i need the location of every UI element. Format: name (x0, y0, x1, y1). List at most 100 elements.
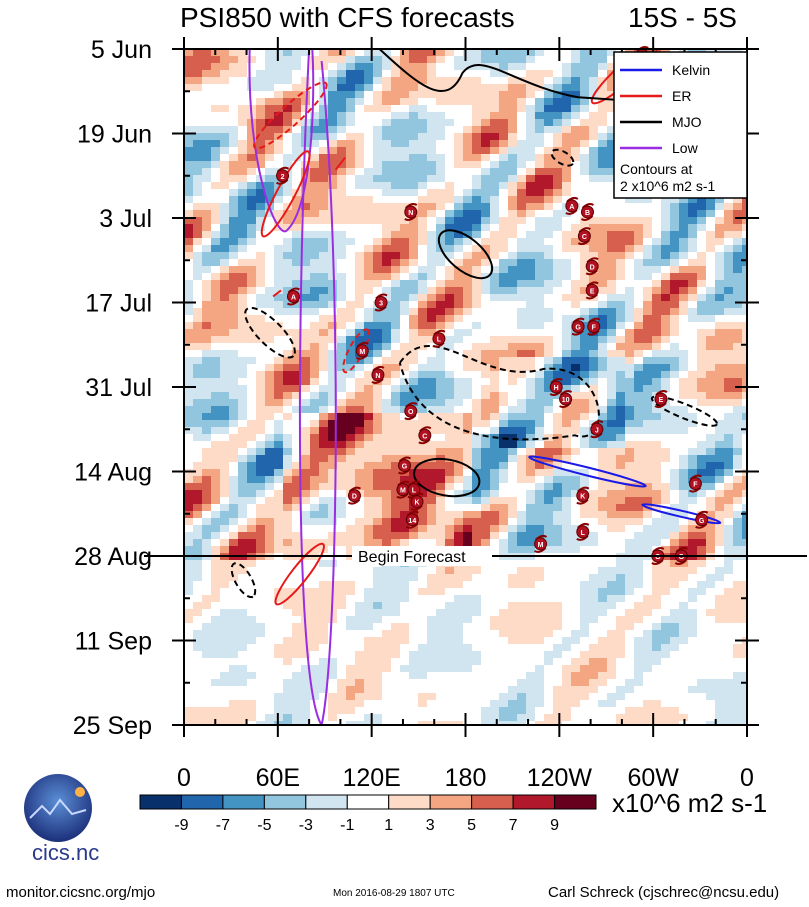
field-cell (634, 238, 643, 245)
field-cell (562, 105, 571, 112)
field-cell (319, 301, 328, 308)
field-cell (562, 70, 571, 77)
field-cell (184, 49, 193, 56)
field-cell (220, 483, 229, 490)
field-cell (211, 567, 220, 574)
field-cell (724, 427, 733, 434)
field-cell (292, 679, 301, 686)
field-cell (508, 434, 517, 441)
field-cell (607, 525, 616, 532)
field-cell (373, 490, 382, 497)
field-cell (310, 301, 319, 308)
field-cell (472, 196, 481, 203)
field-cell (202, 490, 211, 497)
field-cell (670, 210, 679, 217)
field-cell (445, 91, 454, 98)
field-cell (265, 56, 274, 63)
field-cell (391, 602, 400, 609)
field-cell (391, 630, 400, 637)
storm-label: G (679, 554, 685, 561)
storm-dot (590, 422, 604, 436)
field-cell (238, 469, 247, 476)
field-cell (310, 287, 319, 294)
field-cell (184, 301, 193, 308)
field-cell (247, 210, 256, 217)
field-cell (310, 56, 319, 63)
field-cell (553, 77, 562, 84)
field-cell (355, 266, 364, 273)
field-cell (517, 182, 526, 189)
field-cell (490, 469, 499, 476)
field-cell (553, 455, 562, 462)
field-cell (400, 70, 409, 77)
field-cell (220, 630, 229, 637)
field-cell (229, 350, 238, 357)
field-cell (724, 448, 733, 455)
field-cell (643, 637, 652, 644)
field-cell (211, 427, 220, 434)
field-cell (490, 399, 499, 406)
field-cell (427, 616, 436, 623)
field-cell (328, 280, 337, 287)
field-cell (679, 609, 688, 616)
field-cell (607, 84, 616, 91)
field-cell (499, 161, 508, 168)
field-cell (499, 217, 508, 224)
field-cell (679, 420, 688, 427)
field-cell (382, 581, 391, 588)
field-cell (256, 105, 265, 112)
field-cell (256, 301, 265, 308)
field-cell (364, 357, 373, 364)
field-cell (319, 245, 328, 252)
field-cell (643, 322, 652, 329)
field-cell (472, 483, 481, 490)
field-cell (184, 133, 193, 140)
footer-url[interactable]: monitor.cicsnc.org/mjo (6, 884, 156, 901)
field-cell (418, 413, 427, 420)
field-cell (463, 252, 472, 259)
field-cell (265, 392, 274, 399)
field-cell (526, 462, 535, 469)
field-cell (715, 434, 724, 441)
field-cell (436, 378, 445, 385)
field-cell (319, 322, 328, 329)
field-cell (328, 378, 337, 385)
field-cell (481, 98, 490, 105)
field-cell (526, 707, 535, 714)
field-cell (688, 259, 697, 266)
field-cell (724, 714, 733, 721)
field-cell (301, 714, 310, 721)
field-cell (733, 483, 742, 490)
field-cell (526, 637, 535, 644)
field-cell (310, 126, 319, 133)
field-cell (184, 364, 193, 371)
field-cell (517, 203, 526, 210)
storm-dot (577, 229, 591, 243)
field-cell (310, 182, 319, 189)
field-cell (292, 266, 301, 273)
field-cell (526, 189, 535, 196)
field-cell (211, 238, 220, 245)
field-cell (535, 511, 544, 518)
field-cell (238, 364, 247, 371)
field-cell (733, 602, 742, 609)
field-cell (670, 609, 679, 616)
field-cell (562, 511, 571, 518)
field-cell (238, 189, 247, 196)
field-cell (742, 504, 747, 511)
field-cell (463, 259, 472, 266)
field-cell (283, 210, 292, 217)
field-cell (301, 378, 310, 385)
field-cell (661, 525, 670, 532)
field-cell (436, 483, 445, 490)
field-cell (292, 476, 301, 483)
field-cell (526, 322, 535, 329)
field-cell (409, 392, 418, 399)
field-cell (688, 413, 697, 420)
field-cell (202, 637, 211, 644)
field-cell (508, 546, 517, 553)
field-cell (400, 630, 409, 637)
field-cell (616, 224, 625, 231)
field-cell (607, 658, 616, 665)
field-cell (409, 434, 418, 441)
